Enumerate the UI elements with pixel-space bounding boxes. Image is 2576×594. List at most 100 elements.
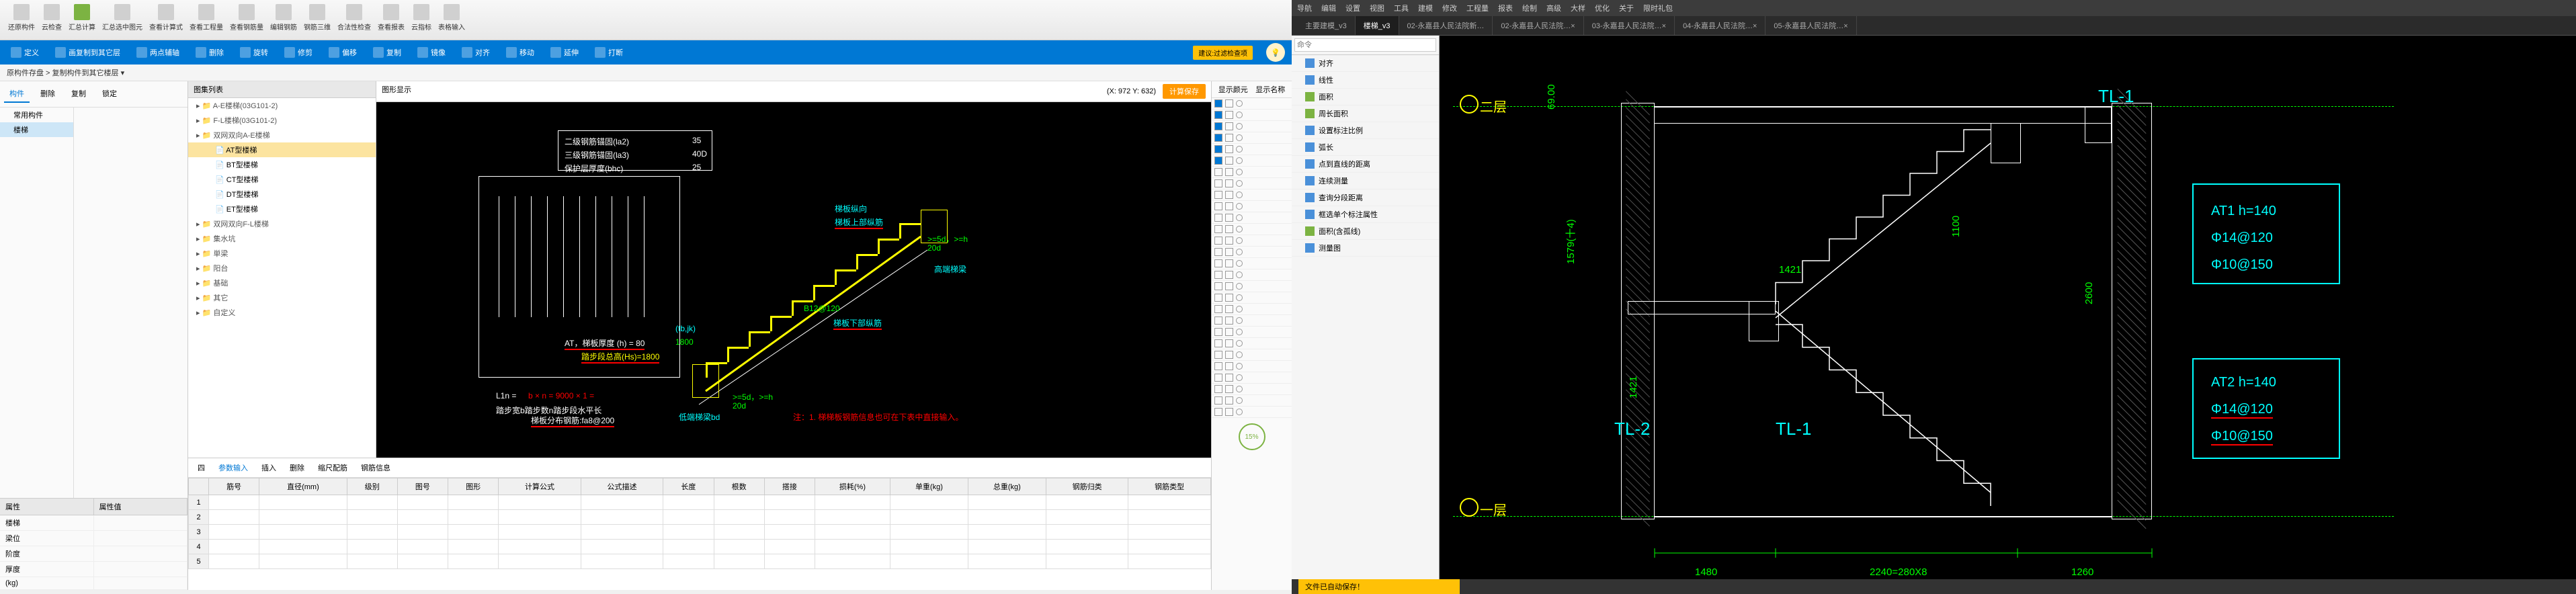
ribbon-btn[interactable]: 表格输入 — [435, 3, 468, 37]
menu-item[interactable]: 编辑 — [1321, 3, 1336, 13]
cad-canvas[interactable]: TL-1TL-2TL-1二层一层AT1 h=140Φ14@120Φ10@150A… — [1440, 36, 2576, 579]
layer-row[interactable] — [1212, 121, 1292, 132]
sub-btn[interactable]: 对齐 — [458, 44, 494, 60]
layer-row[interactable] — [1212, 132, 1292, 144]
menu-item[interactable]: 建模 — [1418, 3, 1433, 13]
menu-item[interactable]: 设置 — [1345, 3, 1360, 13]
checkbox-icon[interactable] — [1225, 259, 1233, 267]
circle-icon[interactable] — [1236, 306, 1243, 312]
tool-item[interactable]: 面积(含孤线) — [1292, 223, 1439, 240]
tb-btn[interactable]: 四 — [194, 461, 209, 474]
checkbox-icon[interactable] — [1214, 99, 1222, 108]
circle-icon[interactable] — [1236, 100, 1243, 107]
ribbon-btn[interactable]: 钢筋三维 — [301, 3, 333, 37]
circle-icon[interactable] — [1236, 271, 1243, 278]
tool-item[interactable]: 查询分段距离 — [1292, 189, 1439, 206]
circle-icon[interactable] — [1236, 386, 1243, 392]
checkbox-icon[interactable] — [1214, 282, 1222, 290]
checkbox-icon[interactable] — [1225, 237, 1233, 245]
checkbox-icon[interactable] — [1214, 351, 1222, 359]
checkbox-icon[interactable] — [1214, 259, 1222, 267]
checkbox-icon[interactable] — [1214, 237, 1222, 245]
circle-icon[interactable] — [1236, 329, 1243, 335]
sub-btn[interactable]: 删除 — [192, 44, 228, 60]
checkbox-icon[interactable] — [1225, 374, 1233, 382]
ribbon-btn[interactable]: 云检查 — [39, 3, 65, 37]
table-row[interactable]: 1 — [189, 495, 1211, 510]
menu-item[interactable]: 绘制 — [1522, 3, 1537, 13]
layer-row[interactable] — [1212, 338, 1292, 349]
layer-row[interactable] — [1212, 110, 1292, 121]
layer-row[interactable] — [1212, 327, 1292, 338]
checkbox-icon[interactable] — [1225, 214, 1233, 222]
checkbox-icon[interactable] — [1214, 328, 1222, 336]
sidebar-tab[interactable]: 构件 — [4, 85, 30, 103]
circle-icon[interactable] — [1236, 260, 1243, 267]
checkbox-icon[interactable] — [1214, 339, 1222, 347]
bulb-icon[interactable]: 💡 — [1266, 43, 1285, 62]
circle-icon[interactable] — [1236, 249, 1243, 255]
checkbox-icon[interactable] — [1225, 396, 1233, 405]
checkbox-icon[interactable] — [1214, 396, 1222, 405]
table-row[interactable]: 2 — [189, 510, 1211, 525]
layer-row[interactable] — [1212, 201, 1292, 212]
menu-item[interactable]: 修改 — [1442, 3, 1457, 13]
checkbox-icon[interactable] — [1214, 408, 1222, 416]
checkbox-icon[interactable] — [1214, 225, 1222, 233]
menu-item[interactable]: 导航 — [1297, 3, 1312, 13]
checkbox-icon[interactable] — [1214, 168, 1222, 176]
checkbox-icon[interactable] — [1225, 271, 1233, 279]
breadcrumb[interactable]: 原构件存盘 > 复制构件到其它楼层 ▾ — [0, 65, 1292, 81]
menu-item[interactable]: 大样 — [1571, 3, 1585, 13]
list-item[interactable]: 📄 CT型楼梯 — [188, 172, 376, 187]
checkbox-icon[interactable] — [1225, 305, 1233, 313]
props-row[interactable]: 楼梯 — [0, 515, 188, 531]
list-item[interactable]: ▸ 📁 双网双向A-E楼梯 — [188, 128, 376, 142]
checkbox-icon[interactable] — [1214, 248, 1222, 256]
ribbon-btn[interactable]: 汇总选中图元 — [99, 3, 145, 37]
tool-item[interactable]: 对齐 — [1292, 55, 1439, 72]
cad-tab[interactable]: 主要建模_v3 — [1297, 16, 1356, 35]
checkbox-icon[interactable] — [1214, 362, 1222, 370]
layer-row[interactable] — [1212, 395, 1292, 407]
checkbox-icon[interactable] — [1214, 191, 1222, 199]
checkbox-icon[interactable] — [1225, 294, 1233, 302]
layer-row[interactable] — [1212, 247, 1292, 258]
checkbox-icon[interactable] — [1225, 134, 1233, 142]
circle-icon[interactable] — [1236, 180, 1243, 187]
list-item[interactable]: 📄 AT型楼梯 — [188, 142, 376, 157]
sidebar-tab[interactable]: 删除 — [35, 85, 60, 103]
list-item[interactable]: ▸ 📁 単梁 — [188, 246, 376, 261]
checkbox-icon[interactable] — [1225, 351, 1233, 359]
tool-item[interactable]: 周长面积 — [1292, 105, 1439, 122]
circle-icon[interactable] — [1236, 294, 1243, 301]
sub-btn[interactable]: 打断 — [591, 44, 627, 60]
checkbox-icon[interactable] — [1225, 248, 1233, 256]
tool-item[interactable]: 点到直线的距离 — [1292, 156, 1439, 173]
rebar-table[interactable]: 筋号直径(mm)级别图号图形计算公式公式描述长度根数搭接损耗(%)单重(kg)总… — [188, 478, 1211, 569]
layer-row[interactable] — [1212, 304, 1292, 315]
circle-icon[interactable] — [1236, 363, 1243, 370]
circle-icon[interactable] — [1236, 397, 1243, 404]
layer-row[interactable] — [1212, 292, 1292, 304]
list-item[interactable]: ▸ 📁 A-E楼梯(03G101-2) — [188, 98, 376, 113]
layer-row[interactable] — [1212, 224, 1292, 235]
layer-row[interactable] — [1212, 212, 1292, 224]
layer-row[interactable] — [1212, 281, 1292, 292]
layer-row[interactable] — [1212, 155, 1292, 167]
checkbox-icon[interactable] — [1225, 408, 1233, 416]
checkbox-icon[interactable] — [1225, 225, 1233, 233]
list-item[interactable]: 📄 ET型楼梯 — [188, 202, 376, 216]
tool-item[interactable]: 设置标注比例 — [1292, 122, 1439, 139]
sidebar-tab[interactable]: 锁定 — [97, 85, 122, 103]
tree-item[interactable]: 楼梯 — [0, 122, 73, 137]
checkbox-icon[interactable] — [1225, 122, 1233, 130]
checkbox-icon[interactable] — [1225, 282, 1233, 290]
cad-tab[interactable]: 02-永嘉县人民法院…× — [1493, 16, 1583, 35]
sub-btn[interactable]: 偏移 — [325, 44, 361, 60]
menu-item[interactable]: 报表 — [1498, 3, 1513, 13]
circle-icon[interactable] — [1236, 237, 1243, 244]
calc-save-button[interactable]: 计算保存 — [1163, 84, 1206, 99]
checkbox-icon[interactable] — [1225, 145, 1233, 153]
table-row[interactable]: 3 — [189, 525, 1211, 540]
